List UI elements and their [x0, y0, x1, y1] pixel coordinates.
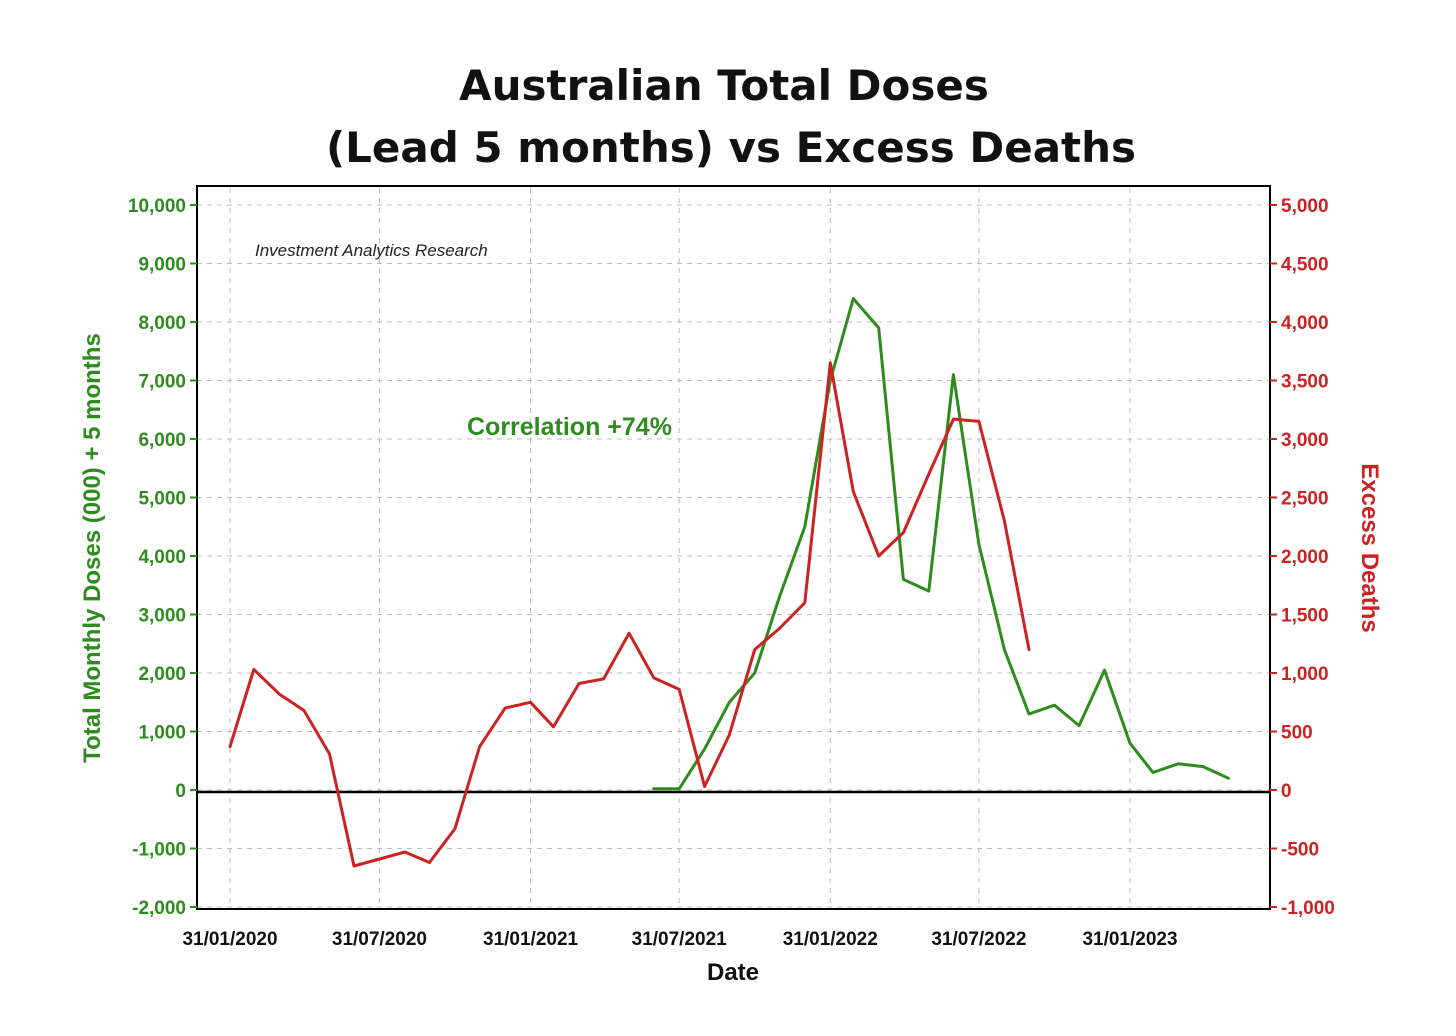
left-tick-label: 3,000: [138, 606, 186, 627]
left-tick-label: 6,000: [138, 430, 186, 451]
right-tick-label: 3,500: [1281, 372, 1329, 393]
right-axis-ticks: -1,000 -500 0 500 1,000 1,500 2,000 2,500 3,000 3…: [1270, 196, 1335, 919]
left-tick-label: 5,000: [138, 489, 186, 510]
x-tick-label: 31/07/2020: [332, 929, 427, 950]
left-tick-label: 2,000: [138, 664, 186, 685]
chart-title-line-2: (Lead 5 months) vs Excess Deaths: [326, 123, 1136, 172]
right-tick-label: -1,000: [1281, 898, 1335, 919]
right-tick-label: -500: [1281, 840, 1319, 861]
left-tick-label: 7,000: [138, 372, 186, 393]
grid-lines: [197, 188, 1270, 908]
y-axis-label-right: Excess Deaths: [1356, 463, 1383, 632]
left-tick-label: 8,000: [138, 313, 186, 334]
x-tick-label: 31/01/2021: [483, 929, 579, 950]
x-axis-label: Date: [707, 959, 759, 986]
right-tick-label: 3,000: [1281, 430, 1329, 451]
left-axis-ticks: -2,000 -1,000 0 1,000 2,000 3,000 4,000 5,000 6,…: [128, 196, 197, 919]
left-tick-label: -2,000: [132, 898, 186, 919]
left-tick-label: 10,000: [128, 196, 186, 217]
x-tick-label: 31/07/2022: [931, 929, 1026, 950]
source-label: Investment Analytics Research: [255, 241, 488, 260]
right-tick-label: 4,000: [1281, 313, 1329, 334]
series-lines: [228, 297, 1230, 868]
right-tick-label: 4,500: [1281, 255, 1329, 276]
right-tick-label: 5,000: [1281, 196, 1329, 217]
x-tick-label: 31/01/2023: [1082, 929, 1177, 950]
y-axis-label-left: Total Monthly Doses (000) + 5 months: [79, 333, 106, 763]
right-tick-label: 2,000: [1281, 547, 1329, 568]
left-tick-label: 4,000: [138, 547, 186, 568]
right-tick-label: 2,500: [1281, 489, 1329, 510]
plot-frame: [196, 185, 1271, 910]
series-line-excess-deaths: [228, 361, 1031, 868]
right-tick-label: 0: [1281, 781, 1292, 802]
left-tick-label: 1,000: [138, 723, 186, 744]
right-tick-label: 500: [1281, 723, 1313, 744]
x-axis-ticks: 31/01/2020 31/07/2020 31/01/2021 31/07/2021…: [182, 929, 1177, 950]
x-tick-label: 31/01/2020: [182, 929, 277, 950]
left-tick-label: -1,000: [132, 840, 186, 861]
x-tick-label: 31/01/2022: [783, 929, 878, 950]
right-tick-label: 1,000: [1281, 664, 1329, 685]
chart-title-line-1: Australian Total Doses: [459, 61, 989, 110]
left-tick-label: 9,000: [138, 255, 186, 276]
right-tick-label: 1,500: [1281, 606, 1329, 627]
left-tick-label: 0: [175, 781, 186, 802]
correlation-annotation: Correlation +74%: [467, 413, 672, 441]
x-tick-label: 31/07/2021: [632, 929, 728, 950]
series-line-doses: [652, 297, 1230, 791]
